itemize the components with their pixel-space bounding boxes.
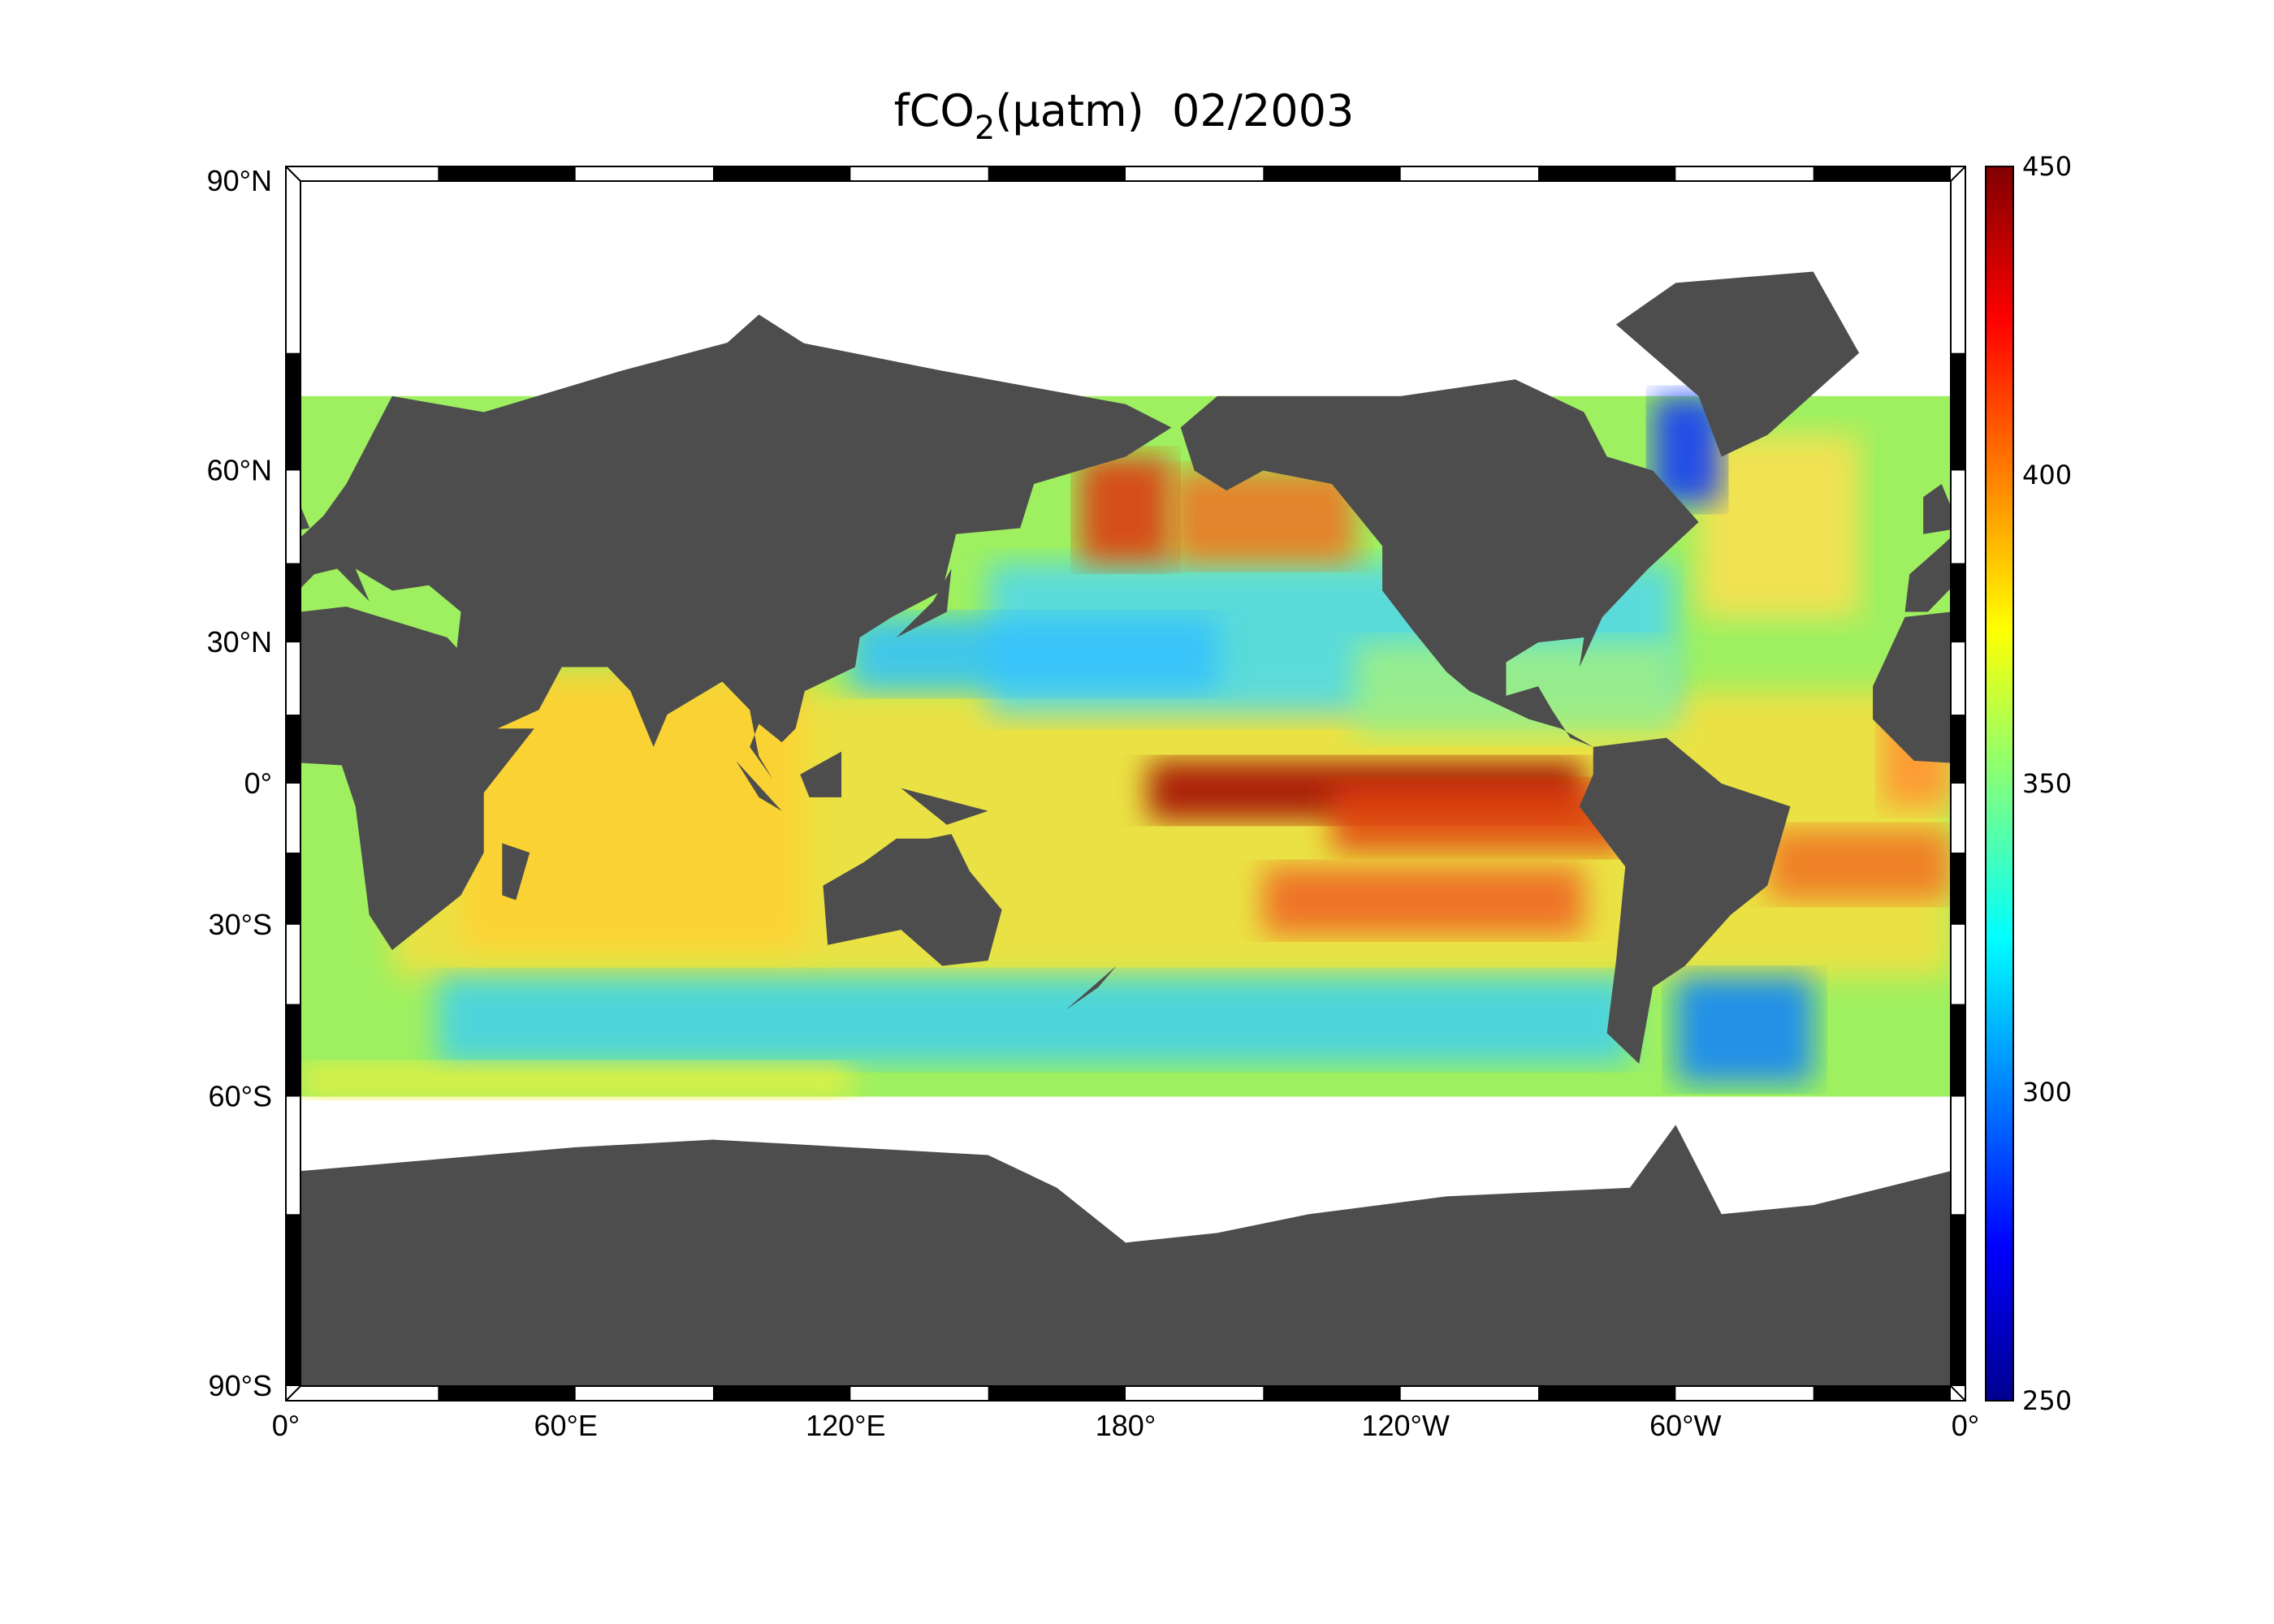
lat-label: 90°N [207, 164, 272, 197]
frame-segment [286, 563, 300, 643]
landmass [823, 834, 1002, 966]
landmass [1615, 271, 1860, 457]
landmass [2152, 843, 2180, 900]
frame-segment [1263, 1386, 1401, 1401]
axes: 90°N60°N30°N0°30°S60°S90°S0° 60°E 120°E 180… [207, 151, 2073, 1442]
frame-segment [286, 852, 300, 925]
frame-segment [1813, 166, 1951, 181]
landmass [1923, 484, 1951, 534]
frame-segment [286, 715, 300, 784]
colorbar-tick-label: 350 [2022, 768, 2072, 799]
landmass [1904, 537, 1951, 612]
ocean-patch [1355, 642, 1676, 738]
ocean-patch [1698, 434, 1860, 617]
lon-label: 0° [1952, 1409, 1979, 1442]
ocean-patch [438, 976, 1630, 1065]
lon-label: 0° [272, 1409, 300, 1442]
ocean-patch [850, 616, 1217, 692]
landmass [1066, 965, 1117, 1010]
ocean-patch [1767, 829, 1951, 901]
lat-label: 60°S [209, 1080, 272, 1113]
colorbar-tick-label: 400 [2022, 460, 2072, 490]
landmass [502, 843, 530, 901]
ocean-patch [1263, 866, 1584, 935]
lat-label: 30°N [207, 625, 272, 659]
landmass [0, 379, 49, 747]
landmass [1180, 379, 1699, 747]
frame-segment [1538, 1386, 1676, 1401]
frame-segment [438, 166, 576, 181]
colorbar-tick-label: 450 [2022, 151, 2072, 182]
colorbar-tick-label: 300 [2022, 1077, 2072, 1108]
lat-label: 30°S [209, 908, 272, 941]
ocean-patch [1332, 784, 1630, 853]
landmass [0, 271, 209, 456]
title-rest: (μatm) 02/2003 [995, 85, 1354, 136]
frame-segment [713, 1386, 851, 1401]
frame-segment [988, 166, 1126, 181]
frame-segment [286, 352, 300, 471]
landmass [800, 751, 842, 797]
frame-corner [1950, 166, 1966, 182]
frame-corner [285, 1385, 301, 1402]
landmass [300, 607, 534, 951]
frame-segment [1951, 563, 1965, 643]
landmass [736, 760, 782, 811]
landmass [0, 738, 140, 1064]
lon-label: 60°E [534, 1409, 597, 1442]
lat-label: 0° [244, 767, 272, 800]
frame-segment [1263, 166, 1401, 181]
land [0, 271, 2180, 1386]
frame-segment [286, 1214, 300, 1386]
ocean-patch [300, 1064, 851, 1097]
ocean-patch [1171, 470, 1355, 564]
colorbar [1985, 166, 2014, 1402]
lon-label: 60°W [1649, 1409, 1721, 1442]
landmass [300, 334, 1172, 780]
frame-segment [1951, 1004, 1965, 1097]
title-subscript: 2 [975, 110, 995, 147]
landmass [300, 1125, 1951, 1386]
frame-segment [988, 1386, 1126, 1401]
lon-label: 180° [1096, 1409, 1156, 1442]
landmass [896, 568, 952, 637]
landmass [1579, 737, 1791, 1065]
title: fCO2(μatm) 02/2003 [894, 85, 1355, 147]
frame-corner [285, 166, 301, 182]
landmass [667, 314, 805, 396]
lon-label: 120°W [1361, 1409, 1449, 1442]
map-frame [285, 166, 1966, 1402]
frame-segment [1538, 166, 1676, 181]
ocean-patch [1675, 976, 1814, 1083]
frame-segment [1951, 1214, 1965, 1386]
frame-segment [1813, 1386, 1951, 1401]
lon-label: 120°E [806, 1409, 885, 1442]
frame-segment [438, 1386, 576, 1401]
frame-segment [1951, 352, 1965, 471]
landmass [1873, 611, 1951, 763]
colorbar-tick-label: 250 [2022, 1385, 2072, 1416]
landmass [300, 506, 310, 530]
lat-label: 60°N [207, 453, 272, 486]
frame-segment [286, 1004, 300, 1097]
frame-segment [1951, 852, 1965, 925]
landmass [0, 1125, 300, 1386]
frame-segment [1951, 715, 1965, 784]
lat-label: 90°S [209, 1369, 272, 1402]
frame-segment [713, 166, 851, 181]
title-main: fCO [894, 85, 975, 136]
landmass [901, 788, 988, 825]
ocean-patch [1079, 456, 1172, 564]
frame-corner [1950, 1385, 1966, 1402]
